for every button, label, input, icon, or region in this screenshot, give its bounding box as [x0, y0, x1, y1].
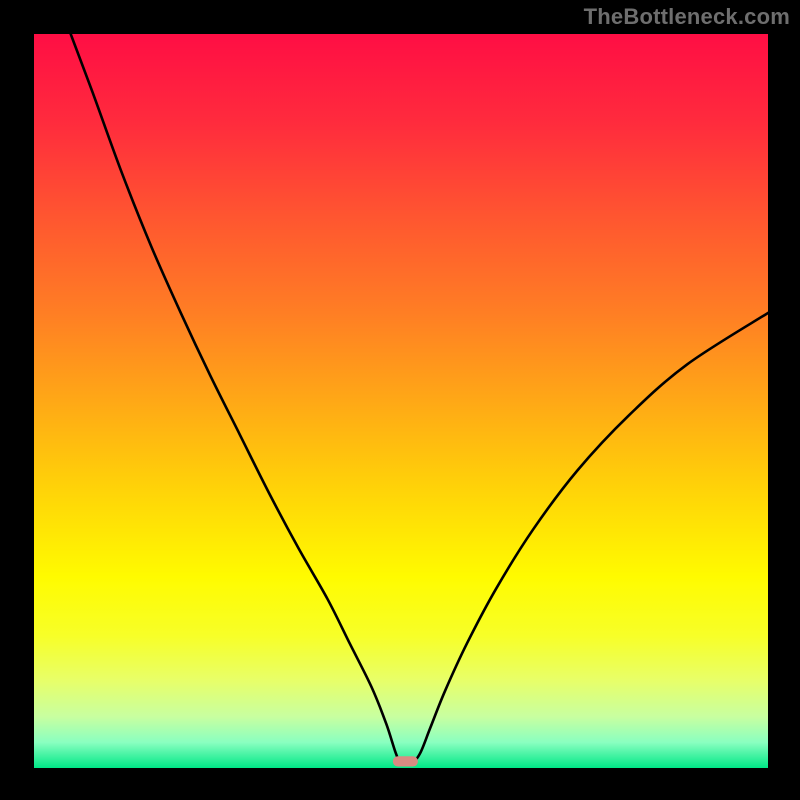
optimal-point-marker	[393, 756, 418, 766]
chart-container: TheBottleneck.com	[0, 0, 800, 800]
watermark-text: TheBottleneck.com	[584, 4, 790, 30]
plot-background	[34, 34, 768, 768]
bottleneck-chart	[0, 0, 800, 800]
